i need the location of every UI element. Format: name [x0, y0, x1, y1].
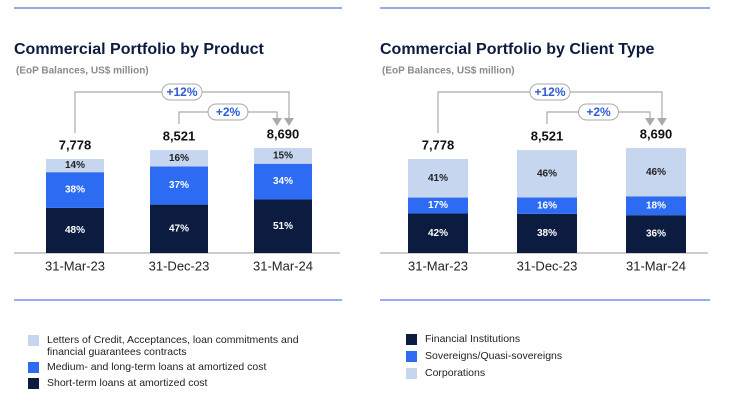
- bar-segment: [254, 163, 312, 200]
- comparison-box: [529, 83, 571, 101]
- legend-swatch: [406, 351, 417, 362]
- segment-label: 14%: [65, 160, 85, 171]
- bar-segment: [150, 204, 208, 253]
- chart-subtitle: (EoP Balances, US$ million): [16, 66, 149, 77]
- segment-label: 46%: [537, 168, 557, 179]
- x-tick-label: 31-Dec-23: [149, 258, 210, 273]
- bar-segment: [254, 148, 312, 164]
- total-label: 8,521: [163, 128, 196, 143]
- total-label: 7,778: [422, 137, 455, 152]
- x-tick-label: 31-Mar-24: [626, 258, 686, 273]
- segment-label: 15%: [273, 151, 293, 162]
- segment-label: 51%: [273, 221, 293, 232]
- comparison-label: +12%: [534, 85, 565, 99]
- segment-label: 36%: [646, 229, 666, 240]
- legend-label: Sovereigns/Quasi-sovereigns: [425, 350, 563, 362]
- legend-swatch: [406, 334, 417, 345]
- segment-label: 46%: [646, 167, 666, 178]
- legend-label: Short-term loans at amortized cost: [47, 377, 208, 389]
- x-tick-label: 31-Mar-24: [253, 258, 313, 273]
- comparison-label: +2%: [216, 105, 241, 119]
- chart-subtitle: (EoP Balances, US$ million): [382, 66, 515, 77]
- segment-label: 47%: [169, 223, 189, 234]
- total-label: 8,690: [267, 126, 300, 141]
- legend-label: Corporations: [425, 367, 486, 379]
- bar-segment: [408, 213, 468, 253]
- bar-segment: [626, 148, 686, 197]
- legend-item: Medium- and long-term loans at amortized…: [28, 361, 328, 373]
- chart-title: Commercial Portfolio by Client Type: [380, 41, 655, 58]
- total-label: 7,778: [59, 137, 92, 152]
- total-label: 8,690: [640, 126, 673, 141]
- arrow-head: [272, 118, 282, 126]
- comparison-box: [161, 83, 203, 101]
- segment-label: 38%: [65, 185, 85, 196]
- bar-segment: [517, 197, 577, 214]
- segment-label: 16%: [169, 153, 189, 164]
- legend-item: Corporations: [406, 367, 666, 379]
- chart-title: Commercial Portfolio by Product: [14, 41, 264, 58]
- legend-label: Medium- and long-term loans at amortized…: [47, 361, 267, 373]
- legend-item: Letters of Credit, Acceptances, loan com…: [28, 334, 328, 358]
- arrow-head: [284, 118, 294, 126]
- legend-swatch: [28, 378, 39, 389]
- legend-label: Financial Institutions: [425, 333, 521, 345]
- x-tick-label: 31-Mar-23: [408, 258, 468, 273]
- comparison-label: +2%: [586, 105, 611, 119]
- segment-label: 42%: [428, 228, 448, 239]
- bar-segment: [150, 166, 208, 205]
- comparison-box: [207, 103, 249, 121]
- legend-item: Short-term loans at amortized cost: [28, 377, 328, 389]
- bar-segment: [517, 150, 577, 198]
- comparison-box: [578, 103, 619, 121]
- bar-segment: [254, 199, 312, 253]
- segment-label: 48%: [65, 225, 85, 236]
- bar-segment: [408, 197, 468, 214]
- bar-segment: [517, 213, 577, 253]
- legend-item: Sovereigns/Quasi-sovereigns: [406, 350, 666, 362]
- x-tick-label: 31-Dec-23: [517, 258, 578, 273]
- legend-item: Financial Institutions: [406, 333, 666, 345]
- bar-segment: [408, 159, 468, 198]
- legend-swatch: [406, 368, 417, 379]
- bar-segment: [46, 159, 104, 173]
- arrow-head: [657, 118, 667, 126]
- arrow-head: [645, 118, 655, 126]
- x-tick-label: 31-Mar-23: [45, 258, 105, 273]
- segment-label: 16%: [537, 200, 557, 211]
- bar-segment: [46, 207, 104, 253]
- segment-label: 34%: [273, 176, 293, 187]
- legend-swatch: [28, 335, 39, 346]
- segment-label: 38%: [537, 228, 557, 239]
- legend-swatch: [28, 362, 39, 373]
- segment-label: 18%: [646, 200, 666, 211]
- bar-segment: [626, 215, 686, 253]
- segment-label: 41%: [428, 173, 448, 184]
- comparison-label: +12%: [166, 85, 197, 99]
- bar-segment: [626, 196, 686, 216]
- segment-label: 37%: [169, 180, 189, 191]
- legend-label: Letters of Credit, Acceptances, loan com…: [47, 334, 299, 358]
- segment-label: 17%: [428, 200, 448, 211]
- total-label: 8,521: [531, 128, 564, 143]
- bar-segment: [46, 172, 104, 208]
- bar-segment: [150, 150, 208, 167]
